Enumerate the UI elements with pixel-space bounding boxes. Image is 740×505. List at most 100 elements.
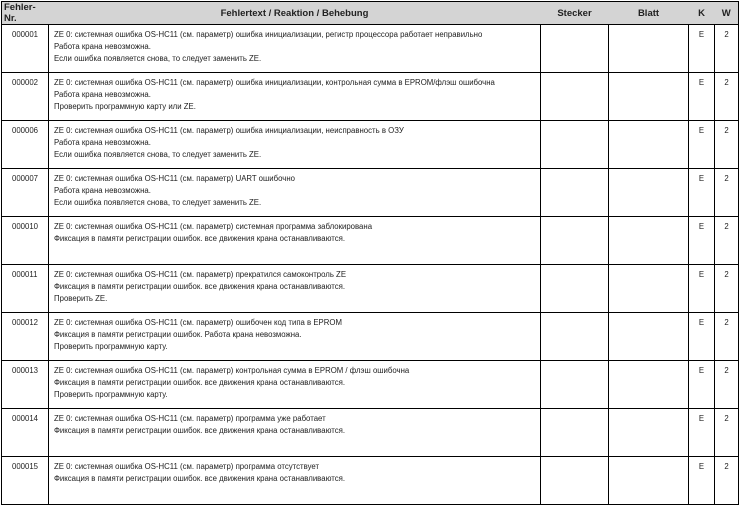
error-description: ZE 0: системная ошибка OS-HC11 (см. пара…	[48, 408, 541, 457]
stecker-cell	[540, 456, 609, 505]
error-description: ZE 0: системная ошибка OS-HC11 (см. пара…	[48, 216, 541, 265]
stecker-cell	[540, 264, 609, 313]
description-line: Если ошибка появляется снова, то следует…	[54, 198, 262, 207]
description-line: Проверить программную карту или ZE.	[54, 102, 196, 111]
table-row: 000002 ZE 0: системная ошибка OS-HC11 (см…	[1, 72, 739, 121]
table-row: 000006 ZE 0: системная ошибка OS-HC11 (см…	[1, 120, 739, 169]
w-cell: 2	[714, 312, 739, 361]
description-line: Работа крана невозможна.	[54, 90, 151, 99]
k-cell: E	[688, 408, 715, 457]
stecker-cell	[540, 120, 609, 169]
k-cell: E	[688, 456, 715, 505]
k-cell: E	[688, 264, 715, 313]
blatt-cell	[608, 312, 689, 361]
header-stecker: Stecker	[540, 1, 609, 25]
description-line: ZE 0: системная ошибка OS-HC11 (см. пара…	[54, 174, 295, 183]
table-row: 000013 ZE 0: системная ошибка OS-HC11 (см…	[1, 360, 739, 409]
description-line: ZE 0: системная ошибка OS-HC11 (см. пара…	[54, 270, 347, 279]
stecker-cell	[540, 408, 609, 457]
error-description: ZE 0: системная ошибка OS-HC11 (см. пара…	[48, 264, 541, 313]
table-row: 000010 ZE 0: системная ошибка OS-HC11 (см…	[1, 216, 739, 265]
description-line: ZE 0: системная ошибка OS-HC11 (см. пара…	[54, 462, 320, 471]
error-description: ZE 0: системная ошибка OS-HC11 (см. пара…	[48, 312, 541, 361]
w-cell: 2	[714, 72, 739, 121]
description-line: ZE 0: системная ошибка OS-HC11 (см. пара…	[54, 414, 326, 423]
header-w: W	[714, 1, 739, 25]
blatt-cell	[608, 264, 689, 313]
description-line: ZE 0: системная ошибка OS-HC11 (см. пара…	[54, 78, 495, 87]
blatt-cell	[608, 168, 689, 217]
error-description: ZE 0: системная ошибка OS-HC11 (см. пара…	[48, 72, 541, 121]
description-line: Если ошибка появляется снова, то следует…	[54, 150, 262, 159]
error-number: 000006	[1, 120, 49, 169]
description-line: Фиксация в памяти регистрации ошибок. вс…	[54, 282, 346, 291]
stecker-cell	[540, 216, 609, 265]
description-line: Работа крана невозможна.	[54, 42, 151, 51]
description-line: Работа крана невозможна.	[54, 138, 151, 147]
blatt-cell	[608, 120, 689, 169]
blatt-cell	[608, 72, 689, 121]
w-cell: 2	[714, 216, 739, 265]
k-cell: E	[688, 72, 715, 121]
description-line: Фиксация в памяти регистрации ошибок. вс…	[54, 234, 346, 243]
blatt-cell	[608, 360, 689, 409]
w-cell: 2	[714, 264, 739, 313]
table-row: 000012 ZE 0: системная ошибка OS-HC11 (см…	[1, 312, 739, 361]
w-cell: 2	[714, 456, 739, 505]
blatt-cell	[608, 408, 689, 457]
error-description: ZE 0: системная ошибка OS-HC11 (см. пара…	[48, 24, 541, 73]
k-cell: E	[688, 168, 715, 217]
w-cell: 2	[714, 360, 739, 409]
error-description: ZE 0: системная ошибка OS-HC11 (см. пара…	[48, 360, 541, 409]
description-line: Если ошибка появляется снова, то следует…	[54, 54, 262, 63]
error-description: ZE 0: системная ошибка OS-HC11 (см. пара…	[48, 120, 541, 169]
description-line: Работа крана невозможна.	[54, 186, 151, 195]
table-row: 000014 ZE 0: системная ошибка OS-HC11 (см…	[1, 408, 739, 457]
stecker-cell	[540, 168, 609, 217]
w-cell: 2	[714, 408, 739, 457]
table-row: 000001 ZE 0: системная ошибка OS-HC11 (см…	[1, 24, 739, 73]
description-line: Фиксация в памяти регистрации ошибок. вс…	[54, 474, 346, 483]
w-cell: 2	[714, 168, 739, 217]
w-cell: 2	[714, 24, 739, 73]
k-cell: E	[688, 312, 715, 361]
table-row: 000015 ZE 0: системная ошибка OS-HC11 (см…	[1, 456, 739, 505]
k-cell: E	[688, 120, 715, 169]
stecker-cell	[540, 24, 609, 73]
header-blatt: Blatt	[608, 1, 689, 25]
description-line: Фиксация в памяти регистрации ошибок. вс…	[54, 426, 346, 435]
stecker-cell	[540, 72, 609, 121]
description-line: ZE 0: системная ошибка OS-HC11 (см. пара…	[54, 222, 373, 231]
description-line: ZE 0: системная ошибка OS-HC11 (см. пара…	[54, 318, 342, 327]
error-number: 000014	[1, 408, 49, 457]
description-line: ZE 0: системная ошибка OS-HC11 (см. пара…	[54, 30, 483, 39]
description-line: Фиксация в памяти регистрации ошибок. Ра…	[54, 330, 302, 339]
stecker-cell	[540, 312, 609, 361]
error-number: 000007	[1, 168, 49, 217]
error-description: ZE 0: системная ошибка OS-HC11 (см. пара…	[48, 456, 541, 505]
table-row: 000007 ZE 0: системная ошибка OS-HC11 (см…	[1, 168, 739, 217]
description-line: Проверить ZE.	[54, 294, 108, 303]
table-header: Fehler-Nr. Fehlertext / Reaktion / Beheb…	[1, 1, 739, 25]
error-number: 000001	[1, 24, 49, 73]
description-line: Фиксация в памяти регистрации ошибок. вс…	[54, 378, 346, 387]
description-line: ZE 0: системная ошибка OS-HC11 (см. пара…	[54, 126, 404, 135]
error-description: ZE 0: системная ошибка OS-HC11 (см. пара…	[48, 168, 541, 217]
error-number: 000010	[1, 216, 49, 265]
table-row: 000011 ZE 0: системная ошибка OS-HC11 (см…	[1, 264, 739, 313]
error-number: 000013	[1, 360, 49, 409]
header-fehlertext: Fehlertext / Reaktion / Behebung	[48, 1, 541, 25]
stecker-cell	[540, 360, 609, 409]
error-number: 000015	[1, 456, 49, 505]
description-line: Проверить программную карту.	[54, 342, 168, 351]
k-cell: E	[688, 360, 715, 409]
blatt-cell	[608, 24, 689, 73]
error-number: 000002	[1, 72, 49, 121]
k-cell: E	[688, 216, 715, 265]
header-k: K	[688, 1, 715, 25]
w-cell: 2	[714, 120, 739, 169]
error-number: 000011	[1, 264, 49, 313]
blatt-cell	[608, 456, 689, 505]
error-number: 000012	[1, 312, 49, 361]
